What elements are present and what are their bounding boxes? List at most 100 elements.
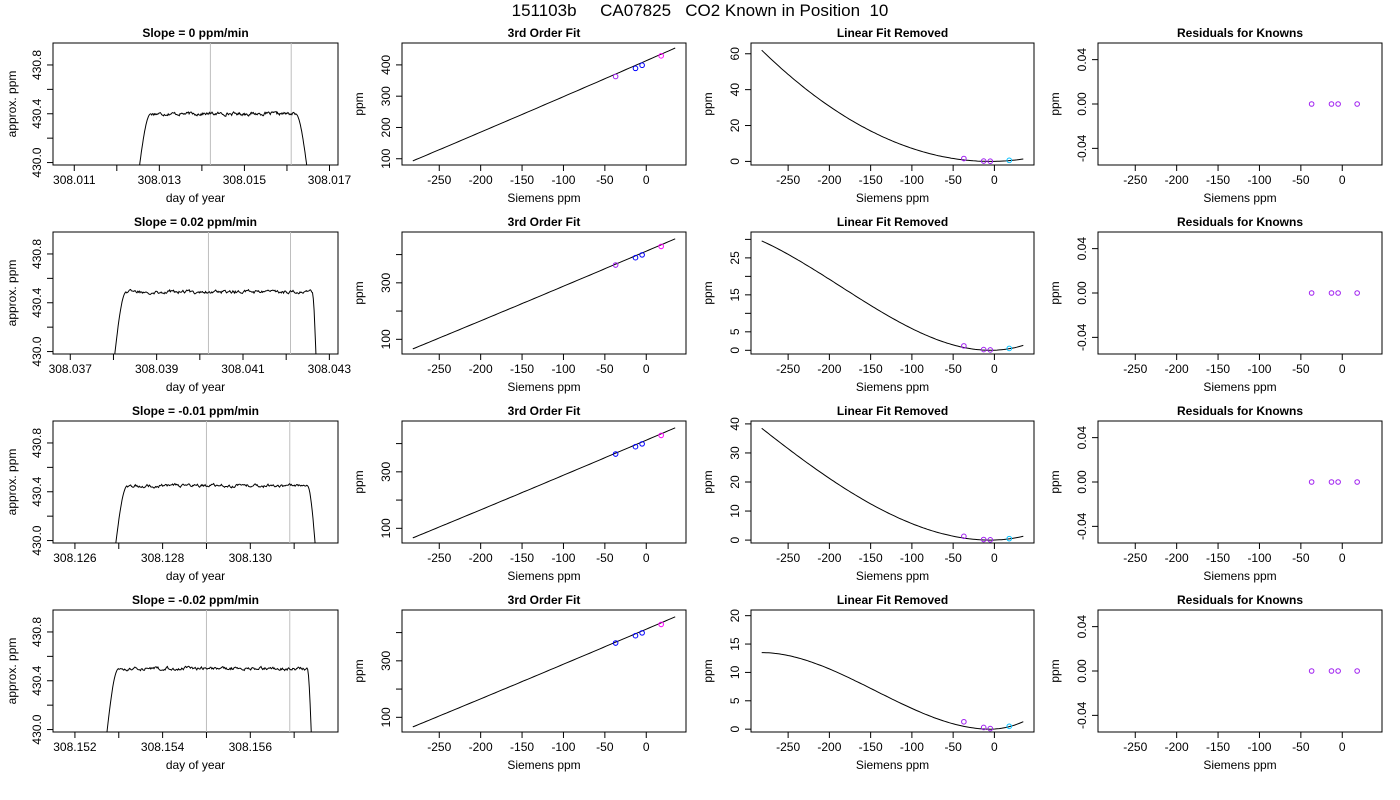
x-tick-label: -250: [427, 740, 451, 754]
x-tick-label: -150: [1206, 551, 1230, 565]
y-axis-label: ppm: [352, 92, 366, 115]
x-tick-label: -200: [1165, 551, 1189, 565]
x-tick-label: -250: [776, 173, 800, 187]
x-tick-label: -50: [596, 173, 614, 187]
data-point: [1309, 291, 1314, 296]
x-tick-label: 0: [643, 362, 650, 376]
x-tick-label: -200: [469, 362, 493, 376]
data-point: [1336, 102, 1341, 107]
x-tick-label: -200: [817, 362, 841, 376]
data-trace: [138, 112, 308, 178]
panel-title: Residuals for Knowns: [1177, 404, 1303, 418]
x-tick-label: 0: [991, 740, 998, 754]
plot-frame: [402, 43, 686, 165]
plot-data: [1309, 291, 1359, 296]
plot-frame: [751, 610, 1034, 732]
plot-data: [413, 617, 675, 727]
plot-data: [762, 50, 1024, 163]
x-tick-label: -200: [469, 173, 493, 187]
x-axis-label: Siemens ppm: [1203, 380, 1276, 394]
plot-frame: [1098, 610, 1382, 732]
panel-r0-c3: Residuals for Knowns -250 -200 -150 -100 -50 0…: [1048, 26, 1382, 205]
y-tick-label: 430.8: [30, 428, 44, 458]
data-point: [1355, 291, 1360, 296]
x-tick-label: -100: [1247, 173, 1271, 187]
data-trace: [114, 484, 316, 556]
x-axis-label: Siemens ppm: [856, 191, 929, 205]
y-tick-label: 0.00: [1075, 470, 1089, 494]
x-tick-label: -100: [1247, 362, 1271, 376]
x-tick-label: -100: [900, 362, 924, 376]
y-axis-label: ppm: [701, 92, 715, 115]
x-tick-label: -50: [944, 740, 962, 754]
x-tick-label: -250: [1123, 173, 1147, 187]
y-tick-label: -0.04: [1075, 512, 1089, 540]
x-tick-label: 308.156: [229, 740, 273, 754]
x-tick-label: 308.013: [138, 173, 182, 187]
plot-data: [114, 232, 317, 366]
x-tick-label: 0: [1339, 740, 1346, 754]
panel-title: Slope = -0.02 ppm/min: [132, 593, 259, 607]
y-tick-label: 430.4: [30, 98, 44, 128]
x-tick-label: 0: [991, 551, 998, 565]
y-tick-label: 15: [728, 288, 742, 302]
data-point: [1309, 669, 1314, 674]
data-point: [1329, 102, 1334, 107]
x-axis-label: Siemens ppm: [856, 569, 929, 583]
x-tick-label: -100: [900, 173, 924, 187]
x-tick-label: -50: [596, 362, 614, 376]
y-tick-label: 430.4: [30, 287, 44, 317]
plot-data: [114, 421, 316, 555]
panel-title: Residuals for Knowns: [1177, 26, 1303, 40]
x-tick-label: -150: [859, 362, 883, 376]
y-tick-label: 100: [379, 707, 393, 727]
x-axis-label: Siemens ppm: [507, 569, 580, 583]
y-tick-label: 60: [728, 47, 742, 61]
y-tick-label: 100: [379, 329, 393, 349]
x-tick-label: 308.041: [221, 362, 265, 376]
panel-r0-c1: 3rd Order Fit-250 -200 -150 -100 -50 01002003…: [352, 26, 686, 205]
x-tick-label: 308.043: [308, 362, 352, 376]
x-tick-label: -50: [1292, 362, 1310, 376]
x-tick-label: -150: [859, 740, 883, 754]
y-tick-label: 430.4: [30, 476, 44, 506]
plot-frame: [53, 421, 338, 543]
x-axis-label: Siemens ppm: [856, 380, 929, 394]
x-tick-label: -150: [510, 362, 534, 376]
panel-r3-c0: Slope = -0.02 ppm/min308.152 308.154 308.1…: [5, 593, 338, 772]
x-tick-label: -200: [817, 551, 841, 565]
x-tick-label: -150: [1206, 173, 1230, 187]
panel-title: Slope = 0.02 ppm/min: [134, 215, 257, 229]
y-tick-label: 100: [379, 518, 393, 538]
plot-data: [1309, 669, 1359, 674]
residual-curve: [762, 241, 1024, 350]
y-axis-label: ppm: [701, 659, 715, 682]
plot-data: [1309, 102, 1359, 107]
x-tick-label: -50: [944, 173, 962, 187]
plot-frame: [751, 43, 1034, 165]
x-tick-label: 308.128: [141, 551, 185, 565]
data-point: [988, 726, 993, 731]
x-tick-label: 308.037: [49, 362, 93, 376]
x-axis-label: Siemens ppm: [507, 758, 580, 772]
panel-r1-c0: Slope = 0.02 ppm/min308.037 308.039 308.04…: [5, 215, 351, 394]
panel-r3-c3: Residuals for Knowns -250 -200 -150 -100 -50 0…: [1048, 593, 1382, 772]
y-tick-label: 430.0: [30, 336, 44, 366]
data-point: [1336, 669, 1341, 674]
panel-r3-c1: 3rd Order Fit-250 -200 -150 -100 -50 0100300S…: [352, 593, 686, 772]
panel-r1-c3: Residuals for Knowns -250 -200 -150 -100 -50 0…: [1048, 215, 1382, 394]
x-tick-label: -150: [859, 173, 883, 187]
x-tick-label: -100: [551, 551, 575, 565]
plot-data: [413, 239, 675, 349]
x-axis-label: day of year: [166, 380, 225, 394]
x-tick-label: -50: [1292, 740, 1310, 754]
x-tick-label: 308.017: [308, 173, 352, 187]
y-tick-label: 0.04: [1075, 426, 1089, 450]
data-point: [1309, 480, 1314, 485]
x-tick-label: 0: [1339, 551, 1346, 565]
data-point: [1309, 102, 1314, 107]
panel-title: Residuals for Knowns: [1177, 593, 1303, 607]
y-tick-label: 200: [379, 117, 393, 137]
plot-data: [762, 653, 1024, 731]
x-tick-label: -50: [944, 362, 962, 376]
